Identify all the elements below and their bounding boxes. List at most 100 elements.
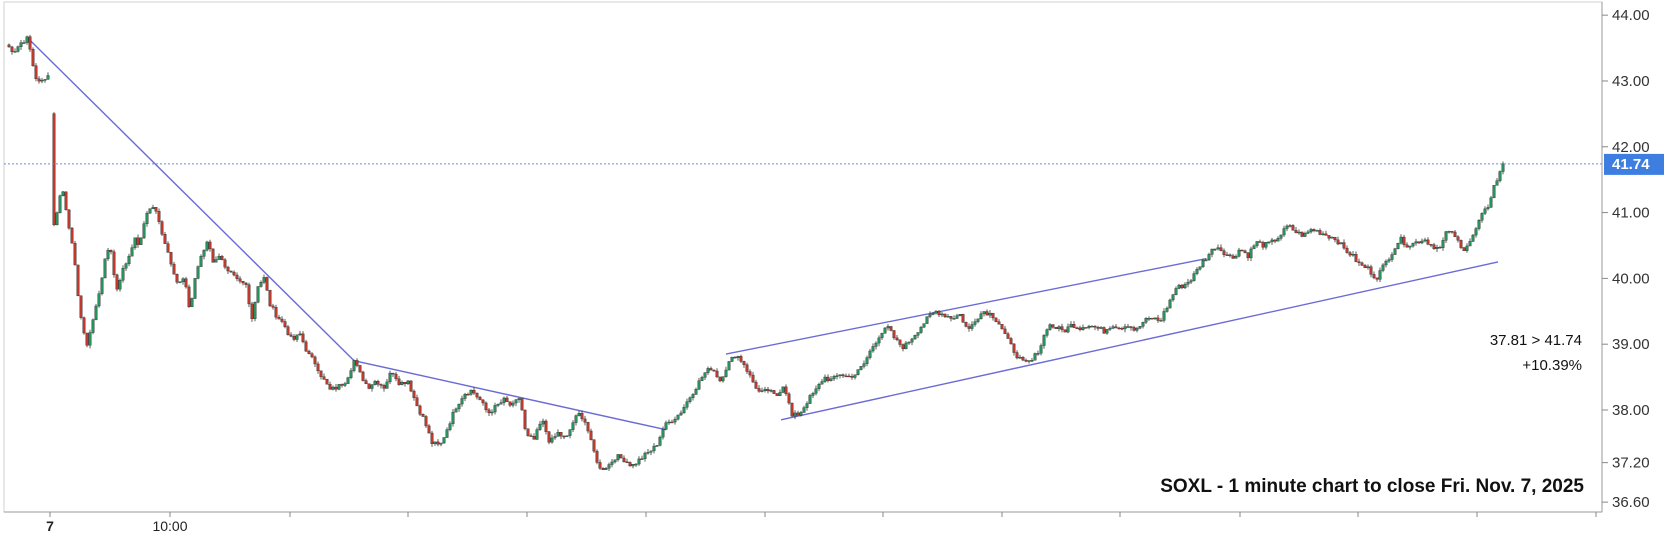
candle <box>1120 326 1124 331</box>
candle <box>85 332 89 348</box>
candle <box>931 311 935 316</box>
candle-body <box>1252 245 1256 250</box>
candle <box>1336 236 1340 246</box>
candle-body <box>1492 185 1496 199</box>
candle-body <box>835 375 839 377</box>
candle-body <box>1495 180 1499 186</box>
candle-body <box>913 335 917 340</box>
candle-body <box>517 398 521 400</box>
candle <box>1138 326 1142 330</box>
candle-body <box>874 342 878 347</box>
candle-body <box>1195 268 1199 274</box>
candle-body <box>103 258 107 279</box>
candle <box>1171 293 1175 302</box>
candle <box>832 374 836 381</box>
candle-body <box>322 376 326 380</box>
candle <box>769 388 773 393</box>
candle <box>1474 227 1478 238</box>
candle-body <box>652 445 656 452</box>
candle <box>430 430 434 447</box>
candle-body <box>445 429 449 438</box>
candle <box>781 386 785 394</box>
candle <box>727 361 731 371</box>
x-tick-label: 10:00 <box>152 518 187 534</box>
candle <box>748 369 752 378</box>
candle-body <box>922 323 926 328</box>
candle-body <box>1441 240 1445 248</box>
candle <box>274 304 278 320</box>
candle <box>1156 314 1160 323</box>
candle <box>610 458 614 468</box>
candle-body <box>259 282 263 287</box>
candle <box>1264 242 1268 250</box>
candle-body <box>1249 248 1253 259</box>
candle <box>1459 239 1463 250</box>
candle-body <box>1129 326 1133 328</box>
candle-body <box>538 423 542 430</box>
candle <box>61 191 65 197</box>
candle <box>1429 243 1433 248</box>
candle <box>649 450 653 456</box>
candle <box>664 420 668 431</box>
candle <box>703 372 707 381</box>
candle <box>778 389 782 397</box>
candle <box>130 244 134 257</box>
candle-body <box>271 305 275 308</box>
candle-body <box>178 281 182 284</box>
candle-body <box>1381 264 1385 271</box>
candle <box>1162 308 1166 323</box>
candle-body <box>754 381 758 389</box>
trendline <box>353 359 667 431</box>
y-tick-label: 42.00 <box>1612 139 1650 156</box>
candle <box>79 295 83 320</box>
candle <box>1453 229 1457 237</box>
candle-body <box>763 388 767 391</box>
candle <box>934 310 938 315</box>
candle <box>67 208 71 230</box>
candle <box>1153 317 1157 321</box>
candle <box>937 310 941 317</box>
candle-body <box>1261 242 1265 248</box>
candle-body <box>1459 240 1463 248</box>
candle-body <box>388 372 392 383</box>
candle-body <box>451 411 455 424</box>
candle-body <box>1105 329 1109 334</box>
candle <box>547 430 551 445</box>
candle <box>751 371 755 383</box>
candle <box>1375 277 1379 282</box>
candle-body <box>1183 283 1187 289</box>
candle-body <box>253 301 257 319</box>
candle-body <box>793 412 797 417</box>
candle-body <box>703 372 707 378</box>
candle <box>1231 253 1235 259</box>
candle <box>406 380 410 385</box>
candle-body <box>889 326 893 331</box>
candle-body <box>535 429 539 440</box>
candle-body <box>163 234 167 244</box>
candle-body <box>172 263 176 275</box>
candle <box>757 385 761 393</box>
candle-body <box>1123 326 1127 330</box>
candle-body <box>67 209 71 229</box>
candle-body <box>1366 266 1370 269</box>
candle-body <box>955 315 959 319</box>
candle <box>1378 267 1382 283</box>
candle-body <box>1030 360 1034 362</box>
candle <box>1465 243 1469 253</box>
candle <box>670 419 674 424</box>
candle <box>52 112 56 227</box>
candle-body <box>547 431 551 443</box>
candle-body <box>1231 255 1235 259</box>
candle <box>16 45 20 53</box>
candle-body <box>235 274 239 279</box>
trendline <box>27 37 355 362</box>
candle-body <box>211 248 215 263</box>
candle <box>415 394 419 407</box>
candle <box>1276 236 1280 242</box>
candle <box>685 398 689 410</box>
candle-body <box>391 372 395 375</box>
candle <box>58 194 62 214</box>
candle <box>13 48 17 53</box>
candle <box>427 424 431 434</box>
candle <box>214 256 218 263</box>
